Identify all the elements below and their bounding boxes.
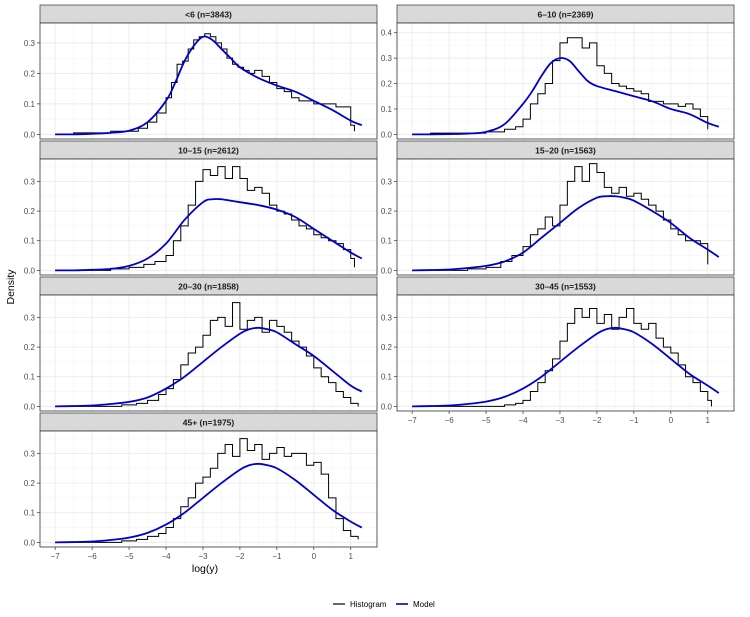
x-tick-label: −1 xyxy=(272,552,282,561)
panel-border xyxy=(396,22,735,140)
panel-background xyxy=(397,159,734,275)
y-axis-title: Density xyxy=(5,269,17,305)
facet-panel: 20–30 (n=1858) 0.0 0.1 0.2 0.3 xyxy=(24,276,378,412)
x-tick-label: −2 xyxy=(235,552,245,561)
panel-border xyxy=(39,430,378,548)
x-tick-label: −2 xyxy=(592,416,602,425)
y-tick-label: 0.2 xyxy=(381,343,393,352)
y-tick-label: 0.0 xyxy=(381,402,393,411)
facet-title: 10–15 (n=2612) xyxy=(178,146,239,156)
x-tick-label: −7 xyxy=(51,552,61,561)
x-tick-label: −6 xyxy=(445,416,455,425)
facet-panel: 30–45 (n=1553) 0.0 0.1 0.2 0.3 −7 −6 −5 −4 −3 −2 −1… xyxy=(381,276,735,425)
y-tick-label: 0.3 xyxy=(381,54,393,63)
panel-border xyxy=(39,158,378,276)
x-tick-label: −3 xyxy=(555,416,565,425)
y-tick-label: 0.2 xyxy=(24,207,36,216)
x-tick-label: −6 xyxy=(88,552,98,561)
y-tick-label: 0.3 xyxy=(24,177,36,186)
histogram-series xyxy=(412,37,709,135)
y-tick-label: 0.0 xyxy=(24,130,36,139)
panel-border xyxy=(396,294,735,412)
model-series xyxy=(412,326,720,408)
y-tick-label: 0.1 xyxy=(24,237,36,246)
facet-panel: 15–20 (n=1563) 0.0 0.1 0.2 0.3 xyxy=(381,140,735,276)
y-tick-label: 0.2 xyxy=(381,207,393,216)
model-series xyxy=(55,198,363,272)
model-series xyxy=(55,326,363,408)
y-tick-label: 0.0 xyxy=(381,130,393,139)
panel-background xyxy=(40,295,377,411)
y-tick-label: 0.4 xyxy=(381,29,393,38)
panel-background xyxy=(40,431,377,547)
x-tick-label: 1 xyxy=(706,416,711,425)
panel-border xyxy=(396,158,735,276)
y-tick-label: 0.3 xyxy=(24,39,36,48)
y-tick-label: 0.1 xyxy=(381,105,393,114)
x-tick-label: −1 xyxy=(629,416,639,425)
panel-background xyxy=(40,159,377,275)
facet-title: 45+ (n=1975) xyxy=(183,418,235,428)
y-tick-label: 0.1 xyxy=(381,373,393,382)
panel-border xyxy=(39,22,378,140)
x-tick-label: −5 xyxy=(481,416,491,425)
histogram-series xyxy=(412,163,709,271)
y-tick-label: 0.3 xyxy=(24,313,36,322)
facet-panel: <6 (n=3843) 0.0 0.1 0.2 0.3 xyxy=(24,4,378,140)
x-tick-label: 0 xyxy=(669,416,674,425)
model-series xyxy=(55,35,363,136)
y-tick-label: 0.0 xyxy=(381,266,393,275)
legend-label-model: Model xyxy=(413,600,435,609)
legend: Histogram Model xyxy=(333,600,435,609)
y-tick-label: 0.1 xyxy=(24,373,36,382)
model-series xyxy=(412,195,720,272)
x-tick-label: 0 xyxy=(312,552,317,561)
y-tick-label: 0.0 xyxy=(24,266,36,275)
panel-background xyxy=(397,23,734,139)
y-tick-label: 0.0 xyxy=(24,538,36,547)
y-tick-label: 0.1 xyxy=(381,237,393,246)
x-tick-label: 1 xyxy=(349,552,354,561)
panel-background xyxy=(40,23,377,139)
histogram-series xyxy=(55,166,355,271)
histogram-series xyxy=(55,33,355,135)
facet-title: 6–10 (n=2369) xyxy=(538,10,594,20)
y-tick-label: 0.3 xyxy=(381,177,393,186)
y-tick-label: 0.1 xyxy=(24,100,36,109)
model-series xyxy=(55,462,363,544)
y-tick-label: 0.2 xyxy=(24,479,36,488)
x-tick-label: −4 xyxy=(161,552,171,561)
panel-border xyxy=(39,294,378,412)
histogram-series xyxy=(55,438,359,543)
facet-title: <6 (n=3843) xyxy=(185,10,232,20)
x-tick-label: −7 xyxy=(408,416,418,425)
y-tick-label: 0.2 xyxy=(24,69,36,78)
facet-title: 30–45 (n=1553) xyxy=(535,282,596,292)
legend-label-histogram: Histogram xyxy=(350,600,387,609)
y-tick-label: 0.0 xyxy=(24,402,36,411)
facet-title: 15–20 (n=1563) xyxy=(535,146,596,156)
facet-panel: 10–15 (n=2612) 0.0 0.1 0.2 0.3 xyxy=(24,140,378,276)
facet-title: 20–30 (n=1858) xyxy=(178,282,239,292)
y-tick-label: 0.1 xyxy=(24,509,36,518)
y-tick-label: 0.2 xyxy=(381,80,393,89)
x-tick-label: −4 xyxy=(518,416,528,425)
x-tick-label: −3 xyxy=(198,552,208,561)
panels-layer: <6 (n=3843) 0.0 0.1 0.2 0.3 6–10 (n=2369) 0.0 0… xyxy=(24,4,735,561)
x-axis-title: log(y) xyxy=(192,563,218,575)
model-series xyxy=(412,57,720,136)
y-tick-label: 0.3 xyxy=(24,449,36,458)
histogram-series xyxy=(412,308,712,407)
panel-background xyxy=(397,295,734,411)
x-tick-label: −5 xyxy=(124,552,134,561)
y-tick-label: 0.3 xyxy=(381,313,393,322)
facet-panel: 6–10 (n=2369) 0.0 0.1 0.2 0.3 0.4 xyxy=(381,4,735,140)
y-tick-label: 0.2 xyxy=(24,343,36,352)
facet-panel: 45+ (n=1975) 0.0 0.1 0.2 0.3 −7 −6 −5 −4 −3 −2 −1 0 1 xyxy=(24,412,378,561)
